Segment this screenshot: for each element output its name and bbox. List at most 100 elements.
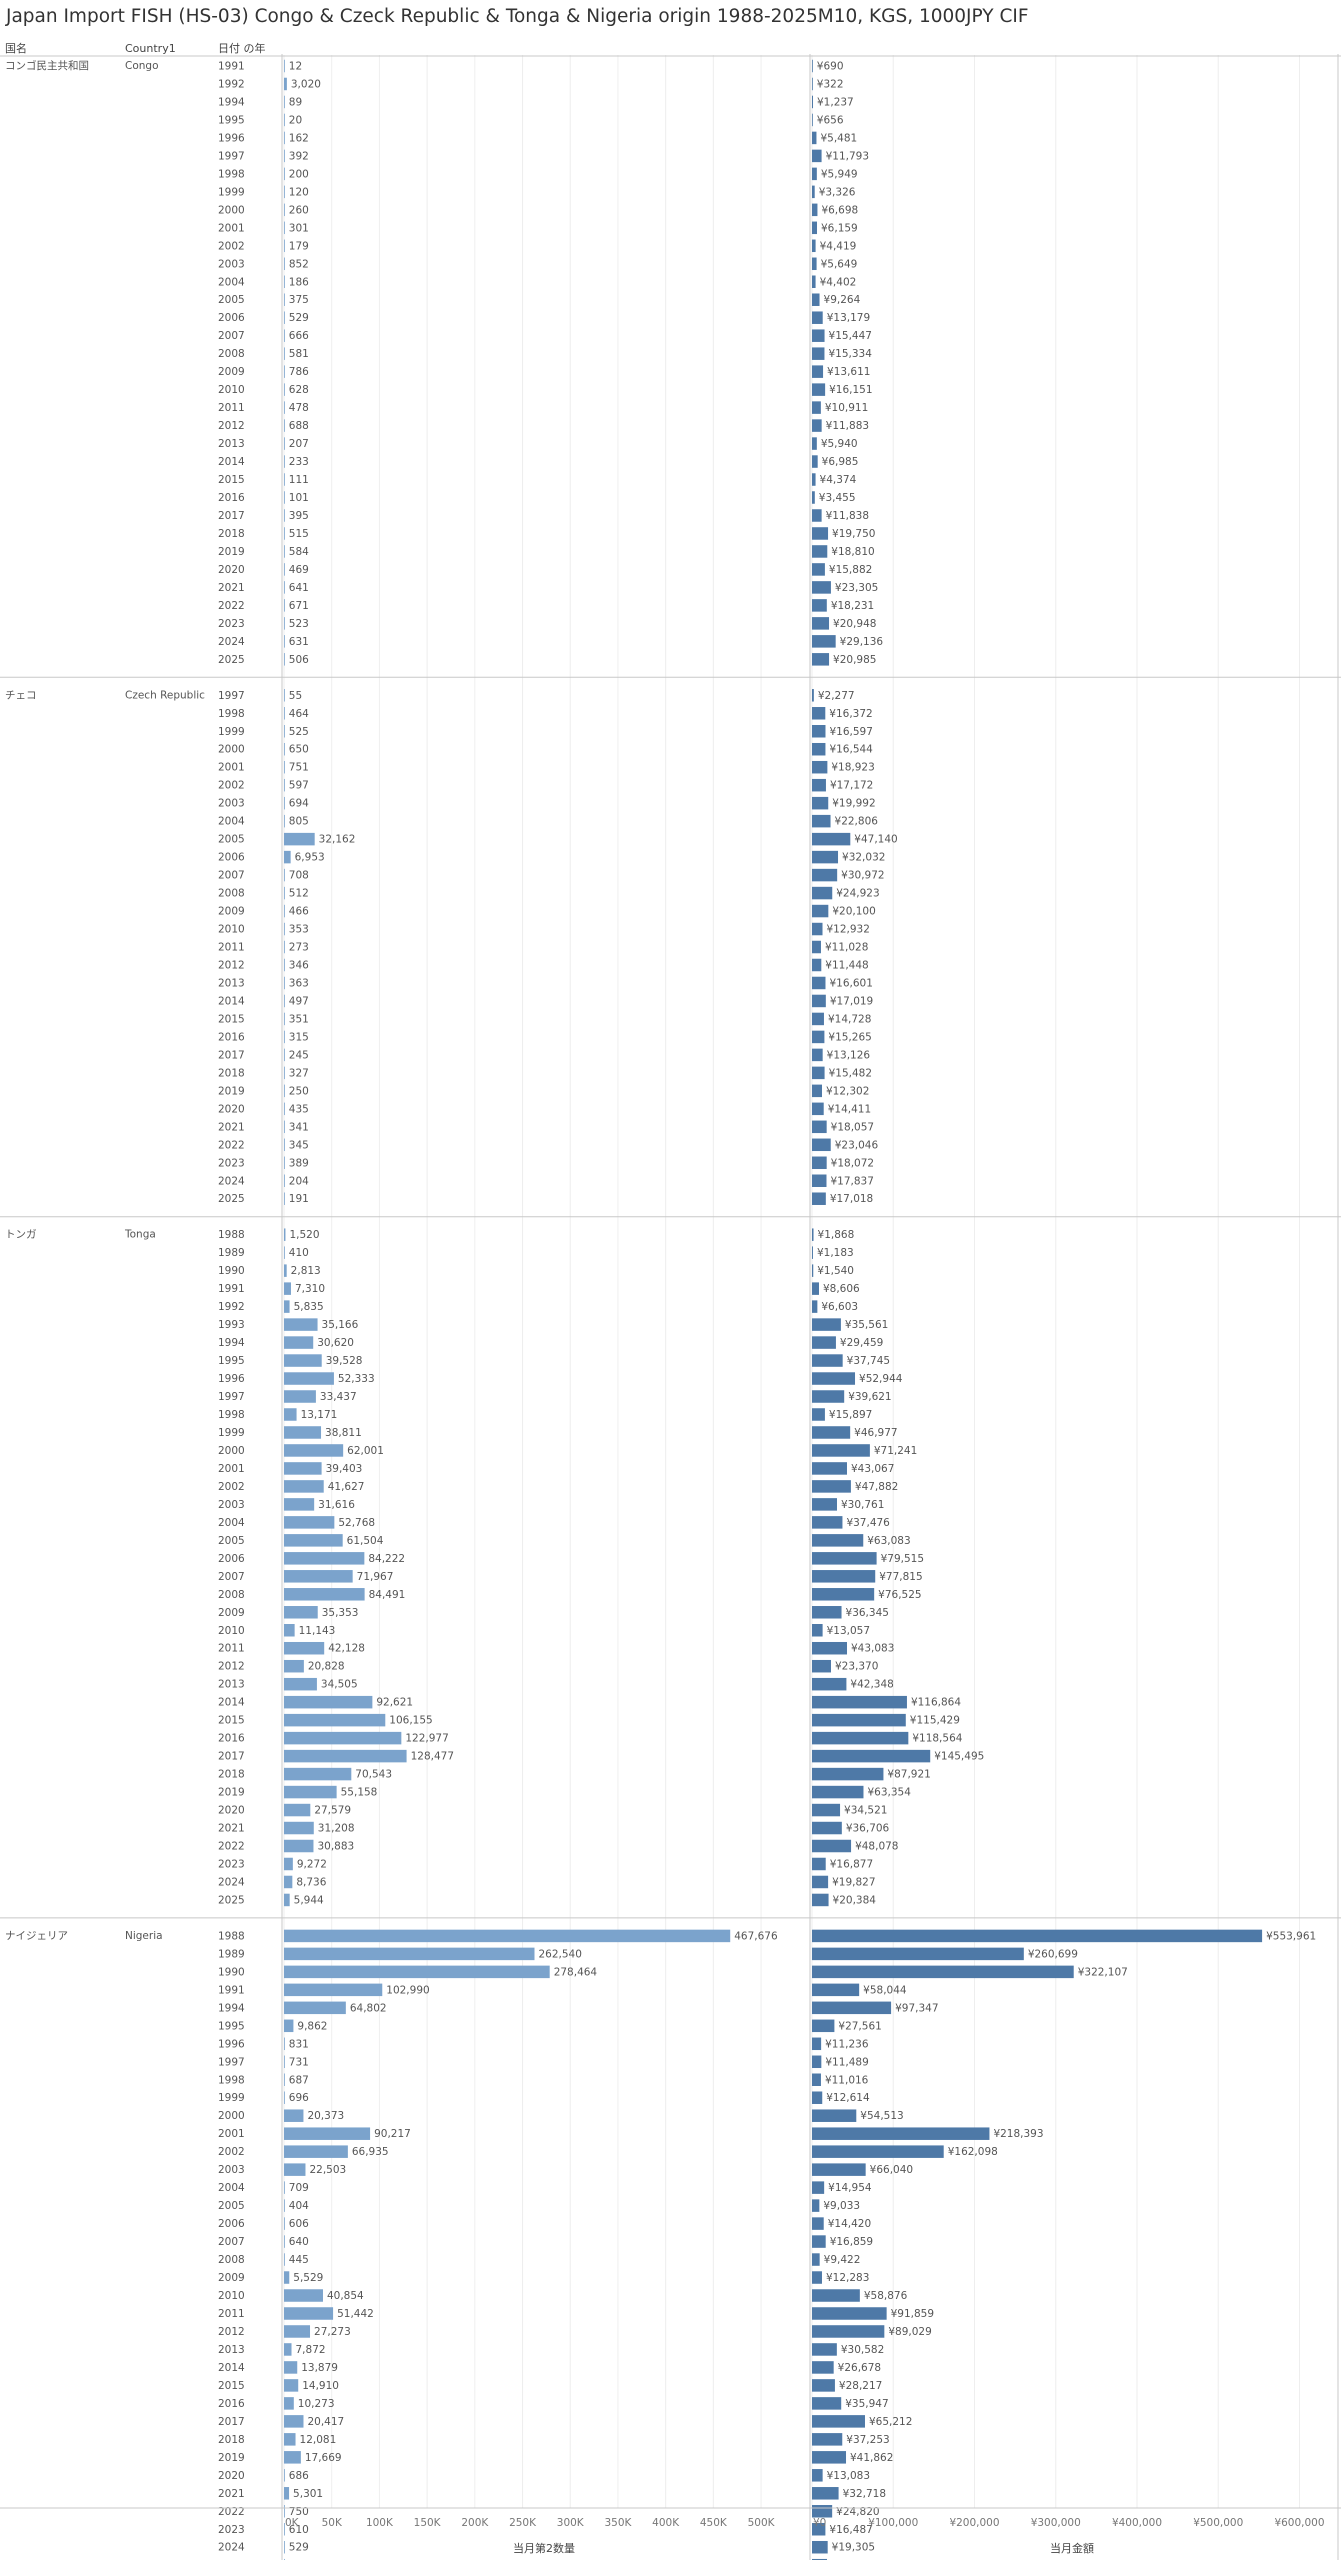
value-bar (812, 131, 817, 145)
value-data-label: ¥27,561 (838, 2020, 881, 2032)
qty-tick-label: 400K (652, 2517, 680, 2529)
year-label: 2013 (218, 2344, 245, 2356)
year-label: 2011 (218, 1643, 245, 1655)
qty-data-label: 2,813 (291, 1265, 321, 1277)
qty-data-label: 9,862 (297, 2020, 327, 2032)
qty-bar (284, 1030, 285, 1044)
value-data-label: ¥37,745 (847, 1355, 890, 1367)
qty-data-label: 20,828 (308, 1661, 345, 1673)
qty-bar (284, 1192, 285, 1205)
qty-data-label: 39,528 (326, 1355, 363, 1367)
year-label: 2021 (218, 582, 245, 594)
year-label: 2025 (218, 1193, 245, 1205)
qty-data-label: 84,491 (369, 1589, 406, 1601)
qty-bar (284, 1821, 314, 1835)
qty-bar (284, 1713, 386, 1727)
qty-data-label: 731 (289, 2056, 309, 2068)
value-bar (812, 2505, 833, 2518)
qty-data-label: 581 (289, 348, 309, 360)
qty-bar (284, 1893, 290, 1907)
value-bar (812, 1965, 1074, 1979)
year-label: 2005 (218, 834, 245, 846)
year-label: 1995 (218, 114, 245, 126)
qty-tick-label: 0K (285, 2517, 300, 2529)
year-label: 1994 (218, 2002, 245, 2014)
year-label: 2016 (218, 2398, 245, 2410)
year-label: 1996 (218, 2038, 245, 2050)
value-bar (812, 1246, 813, 1259)
value-data-label: ¥1,868 (818, 1229, 855, 1241)
qty-data-label: 30,620 (317, 1337, 354, 1349)
value-bar (812, 2433, 843, 2446)
value-bar (812, 1785, 864, 1799)
qty-bar (284, 1390, 316, 1403)
qty-bar (284, 1731, 402, 1745)
year-label: 1991 (218, 61, 245, 73)
value-data-label: ¥16,151 (829, 384, 872, 396)
qty-data-label: 27,273 (314, 2326, 351, 2338)
value-data-label: ¥54,513 (860, 2110, 903, 2122)
value-bar (812, 2540, 828, 2554)
qty-bar (284, 1372, 334, 1385)
qty-bar (284, 1839, 314, 1853)
qty-data-label: 650 (289, 744, 309, 756)
qty-data-label: 120 (289, 186, 309, 198)
value-data-label: ¥20,100 (832, 906, 875, 918)
qty-data-label: 14,910 (302, 2380, 339, 2392)
value-data-label: ¥29,459 (840, 1337, 883, 1349)
value-data-label: ¥30,761 (841, 1499, 884, 1511)
qty-bar (284, 293, 285, 306)
qty-data-label: 89 (289, 96, 302, 108)
year-label: 2022 (218, 1139, 245, 1151)
qty-bar (284, 383, 285, 396)
group-country-jp: トンガ (5, 1229, 37, 1241)
year-label: 2006 (218, 2218, 245, 2230)
year-label: 1988 (218, 1930, 245, 1942)
value-data-label: ¥1,183 (817, 1247, 854, 1259)
qty-bar (284, 1767, 352, 1781)
year-label: 1995 (218, 1355, 245, 1367)
value-data-label: ¥91,859 (891, 2308, 934, 2320)
qty-data-label: 233 (289, 456, 309, 468)
value-data-label: ¥63,083 (867, 1535, 910, 1547)
qty-data-label: 610 (289, 2524, 309, 2536)
year-label: 1991 (218, 1283, 245, 1295)
qty-bar (284, 635, 285, 648)
qty-tick-label: 50K (322, 2517, 343, 2529)
qty-bar (284, 77, 287, 91)
value-data-label: ¥15,334 (828, 348, 872, 360)
qty-data-label: 42,128 (328, 1643, 365, 1655)
year-label: 1996 (218, 1373, 245, 1385)
qty-data-label: 345 (289, 1139, 309, 1151)
value-data-label: ¥553,961 (1266, 1930, 1316, 1942)
qty-data-label: 39,403 (326, 1463, 363, 1475)
value-data-label: ¥17,172 (830, 780, 873, 792)
qty-tick-label: 250K (509, 2517, 537, 2529)
qty-data-label: 606 (289, 2218, 309, 2230)
qty-data-label: 478 (289, 402, 309, 414)
value-bar (812, 581, 831, 594)
qty-data-label: 404 (289, 2200, 309, 2212)
qty-bar (284, 2433, 296, 2446)
qty-data-label: 831 (289, 2038, 309, 2050)
value-bar (812, 329, 825, 342)
qty-data-label: 7,310 (295, 1283, 325, 1295)
qty-bar (284, 2019, 294, 2033)
qty-bar (284, 1803, 311, 1817)
qty-bar (284, 1336, 314, 1349)
qty-data-label: 515 (289, 528, 309, 540)
year-label: 2014 (218, 456, 245, 468)
qty-bar (284, 1875, 293, 1889)
value-data-label: ¥89,029 (888, 2326, 931, 2338)
value-bar (812, 1462, 847, 1475)
value-data-label: ¥3,455 (819, 492, 856, 504)
year-label: 2015 (218, 2380, 245, 2392)
value-bar (812, 2091, 823, 2104)
value-data-label: ¥15,265 (828, 1031, 871, 1043)
value-data-label: ¥63,354 (867, 1787, 911, 1799)
year-label: 2024 (218, 636, 245, 648)
value-data-label: ¥13,179 (827, 312, 870, 324)
value-bar (812, 2217, 824, 2230)
qty-bar (284, 2181, 285, 2194)
year-label: 2013 (218, 1679, 245, 1691)
